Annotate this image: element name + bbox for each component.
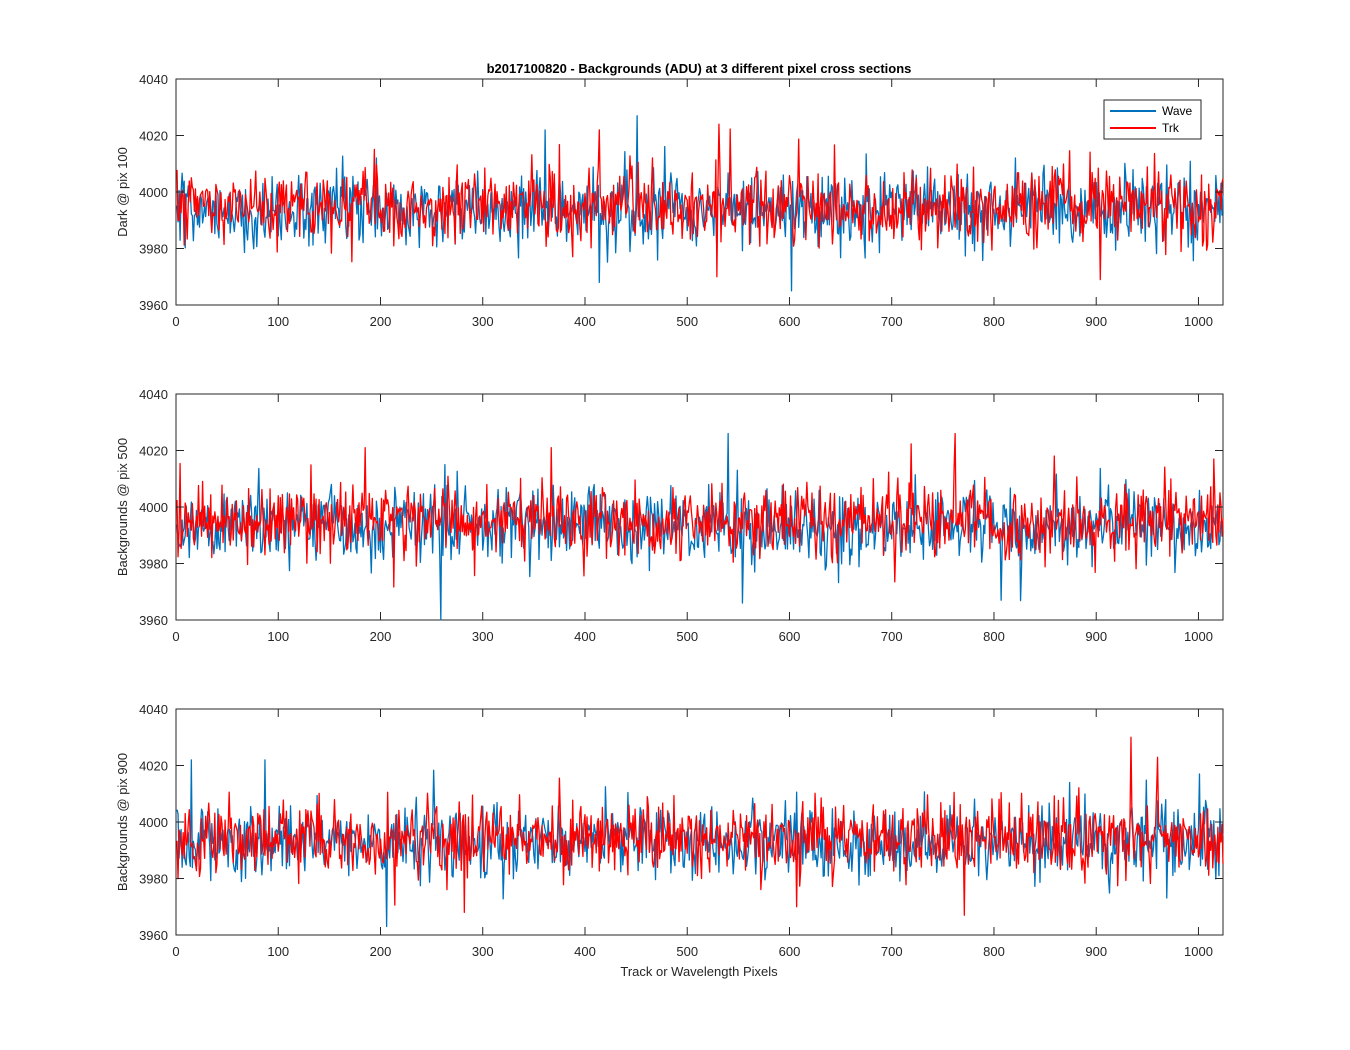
- series-line-trk: [176, 736, 1224, 916]
- y-tick-label: 4000: [139, 815, 168, 830]
- legend-wave-label: Wave: [1162, 104, 1193, 118]
- x-tick-label: 400: [574, 944, 596, 959]
- y-tick-label: 4020: [139, 759, 168, 774]
- x-tick-label: 700: [881, 314, 903, 329]
- y-tick-label: 3960: [139, 928, 168, 943]
- series-layer: [176, 432, 1224, 621]
- axes-frame: [175, 393, 1224, 621]
- x-tick-label: 300: [472, 944, 494, 959]
- x-tick-label: 900: [1085, 314, 1107, 329]
- series-layer: [176, 736, 1224, 928]
- x-tick-label: 300: [472, 314, 494, 329]
- y-tick-label: 4000: [139, 500, 168, 515]
- tick-layer: 0 100 200 300 400 500 600 700 800 900 1000 3960 3980…: [139, 702, 1223, 959]
- x-tick-label: 500: [676, 314, 698, 329]
- subplot-backgrounds-pix-900: 0 100 200 300 400 500 600 700 800 900 1000 3960 3980…: [115, 702, 1224, 979]
- y-tick-label: 3980: [139, 872, 168, 887]
- y-tick-label: 4020: [139, 129, 168, 144]
- y-axis-label: Backgrounds @ pix 500: [115, 438, 130, 576]
- x-tick-label: 300: [472, 629, 494, 644]
- x-tick-label: 100: [267, 944, 289, 959]
- x-tick-label: 800: [983, 944, 1005, 959]
- y-tick-label: 3980: [139, 557, 168, 572]
- y-axis-label: Dark @ pix 100: [115, 147, 130, 237]
- x-tick-label: 400: [574, 629, 596, 644]
- y-axis-label: Backgrounds @ pix 900: [115, 753, 130, 891]
- y-tick-label: 4040: [139, 702, 168, 717]
- y-tick-label: 4040: [139, 72, 168, 87]
- x-tick-label: 200: [370, 629, 392, 644]
- y-tick-label: 3960: [139, 613, 168, 628]
- x-tick-label: 900: [1085, 629, 1107, 644]
- x-tick-label: 400: [574, 314, 596, 329]
- x-tick-label: 700: [881, 629, 903, 644]
- y-tick-label: 3980: [139, 242, 168, 257]
- tick-layer: 0 100 200 300 400 500 600 700 800 900 1000 3960 3980…: [139, 387, 1223, 644]
- x-tick-label: 500: [676, 629, 698, 644]
- x-tick-label: 200: [370, 944, 392, 959]
- tick-layer: 0 100 200 300 400 500 600 700 800 900 1000 3960 3980…: [139, 72, 1223, 329]
- chart-title: b2017100820 - Backgrounds (ADU) at 3 dif…: [487, 61, 912, 76]
- series-layer: [176, 115, 1224, 292]
- x-tick-label: 800: [983, 629, 1005, 644]
- x-tick-label: 0: [172, 314, 179, 329]
- y-tick-label: 4020: [139, 444, 168, 459]
- x-tick-label: 600: [779, 629, 801, 644]
- x-tick-label: 600: [779, 944, 801, 959]
- x-tick-label: 0: [172, 944, 179, 959]
- x-tick-label: 0: [172, 629, 179, 644]
- x-tick-label: 1000: [1184, 314, 1213, 329]
- x-tick-label: 100: [267, 314, 289, 329]
- y-tick-label: 4040: [139, 387, 168, 402]
- x-tick-label: 900: [1085, 944, 1107, 959]
- subplot-dark-pix-100: 0 100 200 300 400 500 600 700 800 900 1000 3960 3980…: [115, 72, 1224, 329]
- y-tick-label: 3960: [139, 298, 168, 313]
- x-tick-label: 600: [779, 314, 801, 329]
- x-tick-label: 1000: [1184, 629, 1213, 644]
- series-line-trk: [176, 123, 1224, 281]
- x-tick-label: 700: [881, 944, 903, 959]
- x-tick-label: 800: [983, 314, 1005, 329]
- legend-trk-label: Trk: [1162, 121, 1180, 135]
- subplot-backgrounds-pix-500: 0 100 200 300 400 500 600 700 800 900 1000 3960 3980…: [115, 387, 1224, 644]
- x-tick-label: 500: [676, 944, 698, 959]
- series-line-trk: [176, 432, 1224, 588]
- x-tick-label: 100: [267, 629, 289, 644]
- legend-box: [1103, 99, 1202, 140]
- x-tick-label: 1000: [1184, 944, 1213, 959]
- x-axis-label: Track or Wavelength Pixels: [620, 964, 778, 979]
- x-tick-label: 200: [370, 314, 392, 329]
- y-tick-label: 4000: [139, 185, 168, 200]
- legend: Wave Trk: [1103, 99, 1202, 140]
